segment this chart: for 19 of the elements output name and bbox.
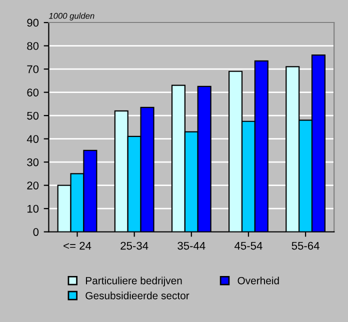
- y-tick-label: 0: [33, 228, 39, 236]
- x-tick-label: 35-44: [178, 242, 206, 250]
- y-tick-label: 80: [27, 42, 39, 50]
- y-tick-label: 70: [27, 65, 39, 74]
- y-tick-label: 60: [27, 88, 39, 96]
- x-tick-label: 45-54: [234, 242, 262, 250]
- y-tick-label: 10: [27, 204, 39, 213]
- legend-label: Gesubsidieerde sector: [86, 292, 190, 300]
- y-tick-label: 40: [26, 135, 39, 143]
- y-tick-label: 90: [27, 18, 39, 27]
- x-tick-label: 55-64: [292, 242, 320, 250]
- x-tick-label: <= 24: [64, 242, 92, 250]
- x-tick-label: 25-34: [120, 242, 148, 250]
- legend-label: Particuliere bedrijven: [86, 276, 182, 286]
- legend-label: Overheid: [238, 276, 279, 284]
- y-tick-label: 30: [27, 158, 39, 166]
- y-tick-label: 20: [27, 182, 39, 190]
- y-tick-label: 50: [27, 112, 39, 120]
- y-axis-title: 1000 gulden: [48, 12, 94, 20]
